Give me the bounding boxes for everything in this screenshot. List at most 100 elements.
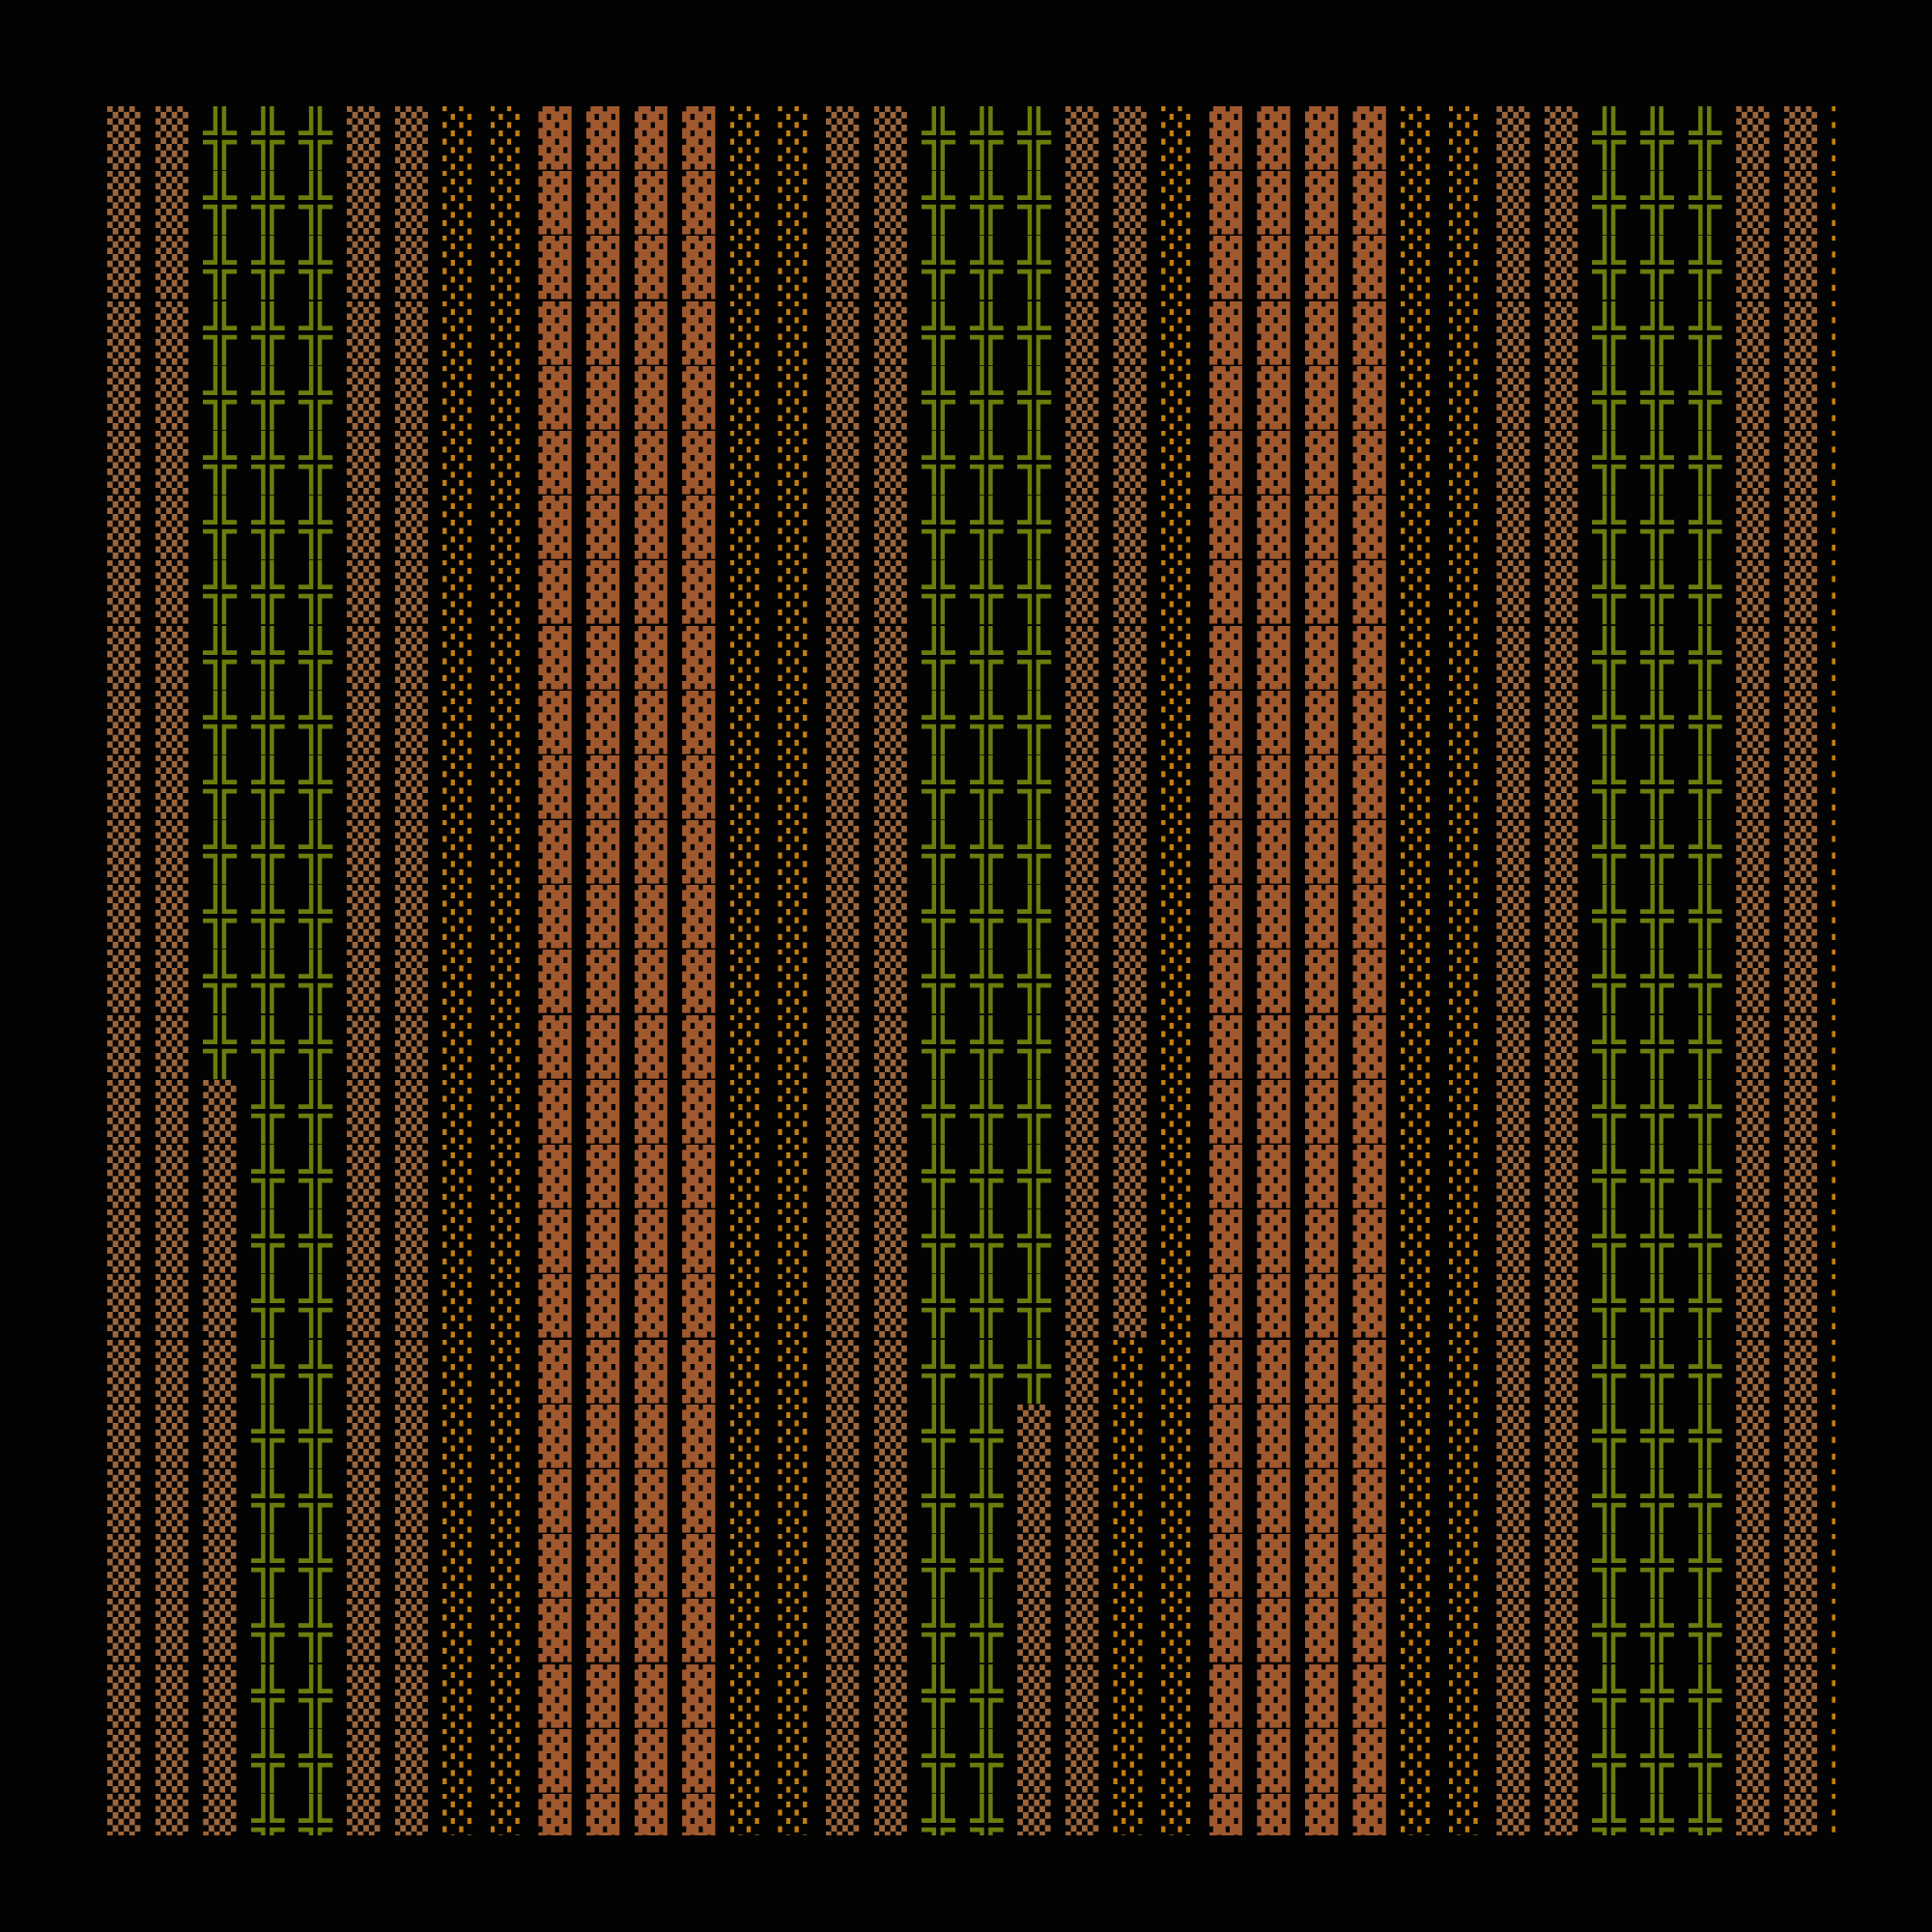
light-shade-cell: ░ (1832, 626, 1835, 691)
medium-shade-cell: ▒ (155, 300, 188, 365)
light-shade-cell: ░ (729, 1663, 764, 1728)
box-cross-cell: ╬ (250, 754, 285, 819)
medium-shade-cell: ▒ (1496, 1209, 1530, 1274)
dark-shade-cell: ▓ (1304, 1793, 1339, 1835)
box-cross-cell: ╬ (1592, 1274, 1626, 1339)
medium-shade-cell: ▒ (155, 1014, 188, 1079)
dark-shade-cell: ▓ (1352, 300, 1386, 365)
box-cross-cell: ╬ (1688, 690, 1721, 754)
light-shade-cell: ░ (1161, 1663, 1195, 1728)
light-shade-cell: ░ (1448, 171, 1482, 236)
dark-shade-cell: ▓ (585, 560, 620, 625)
light-shade-cell: ░ (778, 1663, 811, 1728)
box-cross-cell: ╬ (969, 171, 1004, 236)
dark-shade-cell: ▓ (634, 1209, 668, 1274)
light-shade-cell: ░ (1161, 1274, 1195, 1339)
medium-shade-cell: ▒ (873, 1209, 907, 1274)
terminal-row: ▒▒╬╬╬▒▒░░▓▓▓▓░░▒▒╬╬╬▒▒░▓▓▓▓░░▒▒╬╬╬▒▒░ (107, 820, 1835, 885)
light-shade-cell: ░ (1401, 1404, 1435, 1468)
light-shade-cell: ░ (490, 430, 525, 495)
medium-shade-cell: ▒ (1113, 496, 1147, 560)
box-cross-cell: ╬ (1592, 1339, 1626, 1404)
medium-shade-cell: ▒ (1017, 1793, 1051, 1835)
light-shade-cell: ░ (1161, 171, 1195, 236)
dark-shade-cell: ▓ (1208, 560, 1242, 625)
medium-shade-cell: ▒ (1065, 106, 1099, 170)
medium-shade-cell: ▒ (346, 1339, 381, 1404)
box-cross-cell: ╬ (922, 1728, 955, 1793)
medium-shade-cell: ▒ (873, 1274, 907, 1339)
box-cross-cell: ╬ (922, 1534, 955, 1599)
medium-shade-cell: ▒ (1544, 430, 1578, 495)
box-cross-cell: ╬ (1640, 690, 1674, 754)
dark-shade-cell: ▓ (1257, 1599, 1291, 1663)
box-cross-cell: ╬ (203, 560, 237, 625)
light-shade-cell: ░ (490, 1145, 525, 1208)
box-cross-cell: ╬ (1640, 1014, 1674, 1079)
light-shade-cell: ░ (1832, 691, 1835, 755)
dark-shade-cell: ▓ (1208, 1145, 1242, 1208)
medium-shade-cell: ▒ (394, 754, 428, 819)
dark-shade-cell: ▓ (1304, 1599, 1339, 1663)
terminal-row: ▒▒╬╬╬▒▒░░▓▓▓▓░░▒▒╬╬╬▒▒░▓▓▓▓░░▒▒╬╬╬▒▒░ (107, 366, 1835, 431)
medium-shade-cell: ▒ (873, 1599, 907, 1663)
dark-shade-cell: ▓ (1208, 820, 1242, 885)
box-cross-cell: ╬ (922, 430, 955, 495)
dark-shade-cell: ▓ (538, 754, 572, 819)
box-cross-cell: ╬ (1640, 236, 1674, 300)
box-cross-cell: ╬ (1688, 1404, 1721, 1468)
dark-shade-cell: ▓ (1257, 1339, 1291, 1404)
medium-shade-cell: ▒ (1065, 690, 1099, 754)
box-cross-cell: ╬ (1640, 1339, 1674, 1404)
dark-shade-cell: ▓ (634, 885, 668, 950)
box-cross-cell: ╬ (922, 560, 955, 625)
dark-shade-cell: ▓ (634, 236, 668, 300)
light-shade-cell: ░ (1113, 1793, 1147, 1835)
dark-shade-cell: ▓ (682, 106, 716, 170)
box-cross-cell: ╬ (969, 1468, 1004, 1533)
dark-shade-cell: ▓ (1352, 560, 1386, 625)
medium-shade-cell: ▒ (825, 1468, 860, 1533)
dark-shade-cell: ▓ (1257, 820, 1291, 885)
dark-shade-cell: ▓ (1257, 560, 1291, 625)
medium-shade-cell: ▒ (873, 625, 907, 690)
medium-shade-cell: ▒ (394, 560, 428, 625)
medium-shade-cell: ▒ (1783, 820, 1818, 885)
medium-shade-cell: ▒ (1544, 1014, 1578, 1079)
dark-shade-cell: ▓ (538, 560, 572, 625)
light-shade-cell: ░ (1448, 300, 1482, 365)
box-cross-cell: ╬ (922, 106, 955, 170)
dark-shade-cell: ▓ (634, 1599, 668, 1663)
dark-shade-cell: ▓ (634, 1339, 668, 1404)
light-shade-cell: ░ (1401, 496, 1435, 560)
light-shade-cell: ░ (1401, 950, 1435, 1014)
box-cross-cell: ╬ (1592, 430, 1626, 495)
box-cross-cell: ╬ (969, 300, 1004, 365)
dark-shade-cell: ▓ (1208, 1339, 1242, 1404)
medium-shade-cell: ▒ (1065, 1534, 1099, 1599)
box-cross-cell: ╬ (1592, 1014, 1626, 1079)
medium-shade-cell: ▒ (346, 560, 381, 625)
medium-shade-cell: ▒ (1113, 1209, 1147, 1274)
box-cross-cell: ╬ (922, 365, 955, 430)
box-cross-cell: ╬ (1688, 430, 1721, 495)
medium-shade-cell: ▒ (1736, 1339, 1770, 1404)
medium-shade-cell: ▒ (873, 1145, 907, 1208)
dark-shade-cell: ▓ (585, 690, 620, 754)
medium-shade-cell: ▒ (1736, 1468, 1770, 1533)
medium-shade-cell: ▒ (1736, 754, 1770, 819)
medium-shade-cell: ▒ (394, 236, 428, 300)
box-cross-cell: ╬ (1592, 1079, 1626, 1144)
medium-shade-cell: ▒ (1017, 1468, 1051, 1533)
medium-shade-cell: ▒ (1783, 1145, 1818, 1208)
medium-shade-cell: ▒ (1736, 1728, 1770, 1793)
box-cross-cell: ╬ (969, 1339, 1004, 1404)
dark-shade-cell: ▓ (1304, 1404, 1339, 1468)
medium-shade-cell: ▒ (155, 106, 188, 170)
medium-shade-cell: ▒ (394, 885, 428, 950)
box-cross-cell: ╬ (298, 1468, 332, 1533)
medium-shade-cell: ▒ (1544, 1339, 1578, 1404)
box-cross-cell: ╬ (922, 1793, 955, 1835)
medium-shade-cell: ▒ (107, 171, 141, 236)
light-shade-cell: ░ (1161, 885, 1195, 950)
